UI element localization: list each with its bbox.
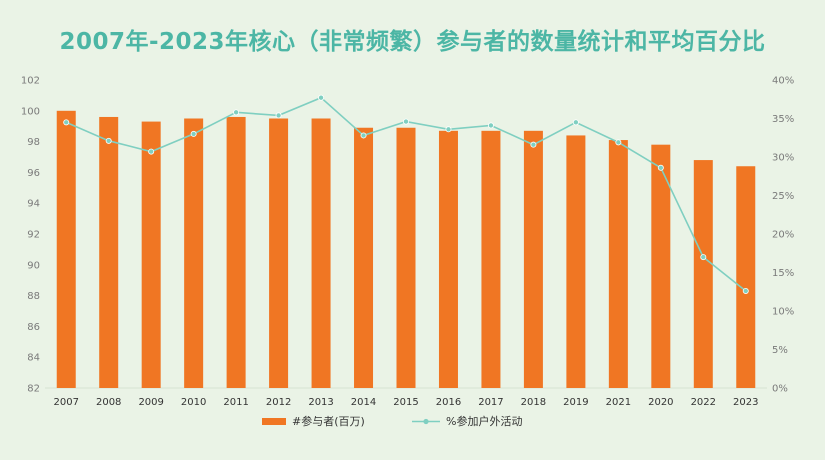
right-axis-tick: 15% — [772, 268, 794, 279]
x-axis-tick: 2023 — [733, 397, 758, 408]
line-point — [105, 137, 112, 144]
right-axis-tick: 40% — [772, 76, 794, 87]
legend-label-line: %参加户外活动 — [446, 414, 522, 428]
bar — [736, 166, 756, 388]
x-axis-tick: 2010 — [181, 397, 206, 408]
bar — [693, 160, 713, 388]
line-point — [572, 119, 579, 126]
bar — [99, 116, 119, 389]
right-axis-tick: 30% — [772, 153, 794, 164]
left-axis-tick: 92 — [27, 230, 40, 241]
line-point — [190, 130, 197, 137]
bar — [481, 130, 501, 388]
line-point — [487, 122, 494, 129]
line-point — [700, 254, 707, 261]
bar — [651, 144, 671, 388]
bar — [226, 116, 246, 389]
x-axis-tick: 2007 — [54, 397, 79, 408]
line-point — [63, 119, 70, 126]
bar — [269, 118, 289, 388]
bar — [354, 127, 374, 389]
bar — [438, 130, 458, 388]
x-axis-tick: 2017 — [478, 397, 503, 408]
x-axis-tick: 2022 — [691, 397, 716, 408]
x-axis-tick: 2015 — [393, 397, 418, 408]
left-axis-tick: 102 — [21, 76, 40, 87]
right-axis-tick: 20% — [772, 230, 794, 241]
line-point — [233, 109, 240, 116]
line-point — [402, 118, 409, 125]
x-axis-tick: 2016 — [436, 397, 461, 408]
left-axis-tick: 82 — [27, 384, 40, 395]
chart-title: 2007年-2023年核心（非常频繁）参与者的数量统计和平均百分比 — [59, 29, 766, 55]
right-axis-tick: 35% — [772, 114, 794, 125]
x-axis-tick: 2014 — [351, 397, 376, 408]
left-axis-tick: 96 — [27, 168, 40, 179]
bar — [141, 121, 161, 388]
x-axis-tick: 2013 — [308, 397, 333, 408]
left-axis-tick: 100 — [21, 106, 40, 117]
bar — [523, 130, 543, 388]
x-axis-tick: 2021 — [606, 397, 631, 408]
x-axis-tick: 2018 — [521, 397, 546, 408]
bar — [56, 110, 76, 389]
right-axis-tick: 0% — [772, 384, 788, 395]
left-axis-tick: 84 — [27, 353, 40, 364]
right-axis-tick: 10% — [772, 307, 794, 318]
x-axis-tick: 2009 — [138, 397, 163, 408]
line-point — [615, 139, 622, 146]
bar — [184, 118, 204, 388]
legend-swatch-bars — [262, 418, 286, 425]
x-axis-tick: 2020 — [648, 397, 673, 408]
bar — [608, 140, 628, 388]
bar — [396, 127, 416, 389]
x-axis-tick: 2011 — [223, 397, 248, 408]
line-point — [318, 94, 325, 101]
x-axis-tick: 2019 — [563, 397, 588, 408]
line-point — [275, 112, 282, 119]
legend-label-bars: #参与者(百万) — [292, 414, 365, 428]
bar — [311, 118, 331, 388]
line-point — [742, 287, 749, 294]
line-point — [657, 164, 664, 171]
x-axis-tick: 2008 — [96, 397, 121, 408]
left-axis-tick: 98 — [27, 137, 40, 148]
left-axis-tick: 90 — [27, 260, 40, 271]
left-axis-tick: 94 — [27, 199, 40, 210]
line-point — [360, 132, 367, 139]
left-axis-tick: 88 — [27, 291, 40, 302]
line-point — [530, 141, 537, 148]
left-axis-tick: 86 — [27, 322, 40, 333]
line-point — [445, 126, 452, 133]
right-axis-tick: 25% — [772, 191, 794, 202]
x-axis-tick: 2012 — [266, 397, 291, 408]
bar — [566, 135, 586, 388]
line-point — [148, 148, 155, 155]
right-axis-tick: 5% — [772, 345, 788, 356]
legend-swatch-marker — [423, 418, 429, 425]
